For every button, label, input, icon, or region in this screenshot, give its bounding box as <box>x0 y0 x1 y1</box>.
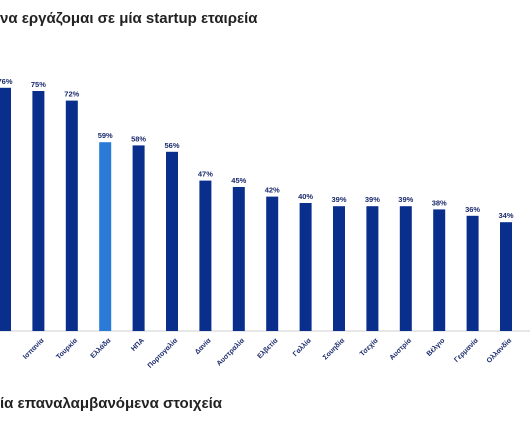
bar-Τσεχία <box>366 206 379 331</box>
value-label: 72% <box>64 90 79 99</box>
value-label: 42% <box>265 186 280 195</box>
category-label: Τουρκία <box>55 337 79 361</box>
value-label: 76% <box>0 77 13 86</box>
value-labels-group: 76% 75% 72% 59% 58% 56% 47% 45% 42% 40% 39% 39% 39% 3… <box>0 77 514 220</box>
bar-Πορτογαλία <box>166 151 178 331</box>
bar-Γαλλία <box>299 203 312 331</box>
category-label: ΗΠΑ <box>130 337 146 353</box>
category-label: Αυστρία <box>389 337 414 362</box>
category-label: Ελβετία <box>256 336 280 360</box>
category-label: Ισπανία <box>22 337 46 361</box>
bar-Ολλανδία <box>500 222 512 331</box>
value-label: 38% <box>432 198 447 207</box>
category-label: Τσεχία <box>359 337 380 358</box>
value-label: 75% <box>31 80 46 89</box>
category-label: Γερμανία <box>453 337 480 364</box>
value-label: 56% <box>164 141 179 150</box>
value-label: 45% <box>231 176 246 185</box>
bar-Σουηδία <box>333 206 345 331</box>
category-label: Αυστραλία <box>215 336 246 367</box>
chart-title: να εργάζομαι σε μία startup εταιρεία <box>0 10 258 27</box>
category-label: Γαλλία <box>291 336 313 358</box>
bar-Ελβετία <box>266 196 279 331</box>
section-heading: ία επαναλαμβανόμενα στοιχεία <box>0 395 223 412</box>
value-label: 36% <box>465 205 480 214</box>
bar-Ισπανία <box>32 91 45 331</box>
category-label: Ολλανδία <box>485 336 514 365</box>
bars-group <box>0 87 512 331</box>
bar-0 <box>0 87 11 331</box>
value-label: 59% <box>98 131 113 140</box>
value-label: 39% <box>398 195 413 204</box>
bar-Ελλάδα <box>99 142 112 331</box>
value-label: 34% <box>498 211 513 220</box>
value-label: 40% <box>298 192 313 201</box>
bar-Τουρκία <box>65 100 78 331</box>
bar-Αυστρία <box>399 206 412 331</box>
bar-Βέλγιο <box>433 209 446 331</box>
bar-Δανία <box>199 180 212 331</box>
value-label: 39% <box>331 195 346 204</box>
category-label: Σουηδία <box>322 337 347 362</box>
value-label: 39% <box>365 195 380 204</box>
bar-Γερμανία <box>466 215 479 331</box>
category-label: Βέλγιο <box>425 337 446 358</box>
value-label: 58% <box>131 134 146 143</box>
bar-Αυστραλία <box>232 187 245 331</box>
bar-ΗΠΑ <box>132 145 145 331</box>
category-label: Δανία <box>194 337 213 356</box>
category-label: Πορτογαλία <box>146 336 180 370</box>
category-labels-group: Ισπανία Τουρκία Ελλάδα ΗΠΑ Πορτογαλία Δανία Αυ… <box>22 336 514 370</box>
category-label: Ελλάδα <box>89 336 113 360</box>
value-label: 47% <box>198 170 213 179</box>
